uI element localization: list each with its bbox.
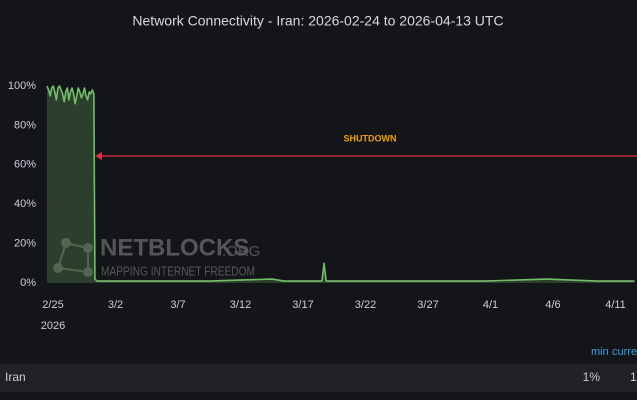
x-tick-label: 3/17 [292,299,313,311]
x-tick-label: 3/2 [108,299,123,311]
annotation-arrowhead [95,152,102,160]
legend-value: 1 [630,370,637,384]
x-tick-label: 4/6 [545,299,560,311]
y-tick-label: 80% [14,119,36,131]
x-tick-label: 3/22 [355,299,376,311]
annotation-text: SHUTDOWN [344,133,397,143]
logo-dot [83,243,93,253]
plot [46,85,635,283]
x-tick-sublabel: 2026 [41,320,65,332]
watermark-text: NETBLOCKS [100,234,249,261]
legend-header: curre [612,346,637,358]
x-tick-label: 3/12 [230,299,251,311]
logo-dot [53,263,63,273]
y-tick-label: 100% [8,80,36,92]
x-tick-label: 2/25 [42,299,63,311]
legend-header: min [591,346,609,358]
watermark-tagline: MAPPING INTERNET FREEDOM [101,263,255,278]
legend-series-name: Iran [5,370,26,384]
legend-row-bg [0,364,637,392]
line [46,85,635,282]
y-tick-label: 60% [14,159,36,171]
chart-title: Network Connectivity - Iran: 2026-02-24 … [132,13,503,29]
y-tick-label: 0% [20,277,36,289]
logo-dot [61,238,71,248]
logo-dot [83,267,93,277]
x-tick-label: 3/7 [170,299,185,311]
y-tick-label: 20% [14,238,36,250]
logo-lines [56,241,89,274]
x-tick-label: 3/27 [417,299,438,311]
x-tick-label: 4/1 [483,299,498,311]
x-tick-label: 4/11 [605,299,626,311]
y-tick-label: 40% [14,198,36,210]
watermark-suffix: .ORG [222,243,260,260]
watermark: NETBLOCKS .ORG MAPPING INTERNET FREEDOM [53,234,260,278]
legend-value: 1% [583,370,601,384]
